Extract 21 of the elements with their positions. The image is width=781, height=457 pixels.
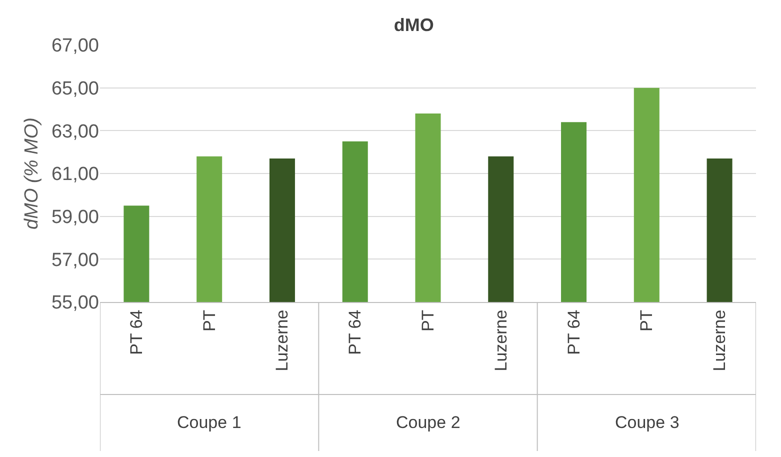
y-tick-label: 57,00	[51, 250, 99, 271]
text: Coupe 3	[615, 413, 680, 432]
text: Coupe 2	[396, 413, 460, 432]
y-tick-label: 65,00	[51, 78, 99, 100]
x-tick-label: Luzerne	[710, 310, 730, 372]
y-tick-label: 59,00	[51, 206, 99, 228]
x-tick-label: PT	[637, 310, 656, 332]
x-tick-label: Luzerne	[491, 310, 510, 372]
y-tick-label: 63,00	[51, 121, 99, 142]
x-tick-label: PT 64	[346, 310, 365, 355]
y-tick-label: 55,00	[51, 292, 99, 314]
text: Coupe 1	[177, 413, 242, 432]
x-tick-label: PT	[418, 310, 438, 332]
chart-title: dMO	[394, 14, 434, 35]
x-tick-label: Luzerne	[272, 310, 292, 372]
y-tick-label: 61,00	[51, 164, 99, 186]
y-tick-label: 67,00	[51, 36, 99, 57]
x-tick-label: PT	[200, 310, 219, 332]
y-axis-title: dMO (% MO)	[21, 118, 42, 230]
x-tick-label: PT 64	[564, 310, 584, 355]
x-tick-label: PT 64	[126, 310, 146, 355]
